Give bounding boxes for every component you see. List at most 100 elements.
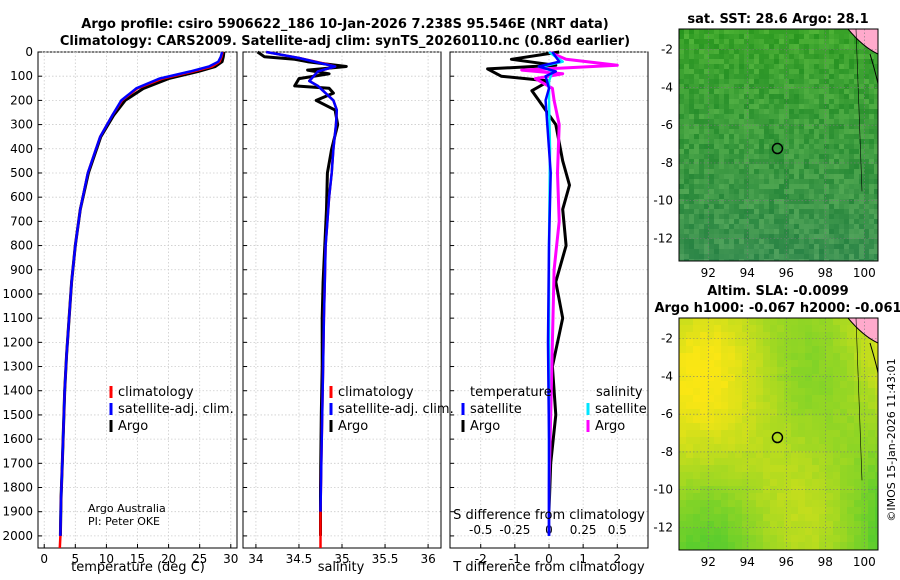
sst-cell xyxy=(839,184,845,190)
sst-cell xyxy=(809,109,815,115)
sla-cell xyxy=(686,542,694,550)
sst-cell xyxy=(844,144,850,150)
sla-cell xyxy=(819,332,827,340)
sst-cell xyxy=(744,134,750,140)
sst-cell xyxy=(689,199,695,205)
sst-cell xyxy=(729,139,735,145)
sst-cell xyxy=(844,89,850,95)
salinity-xtick-label: 34 xyxy=(248,552,263,566)
sst-cell xyxy=(679,124,685,130)
sst-cell xyxy=(794,164,800,170)
sst-cell xyxy=(779,84,785,90)
sst-cell xyxy=(794,259,800,261)
sst-cell xyxy=(859,224,865,230)
sst-cell xyxy=(764,99,770,105)
sla-cell xyxy=(686,360,694,368)
sst-cell xyxy=(849,154,855,160)
sla-cell xyxy=(826,493,834,501)
sla-cell xyxy=(833,353,841,361)
sst-cell xyxy=(704,94,710,100)
sst-map-frame xyxy=(678,28,879,262)
sst-cell xyxy=(749,59,755,65)
sla-cell xyxy=(812,437,820,445)
sst-cell xyxy=(724,239,730,245)
sst-cell xyxy=(784,159,790,165)
sst-cell xyxy=(824,89,830,95)
sst-cell xyxy=(789,189,795,195)
sst-cell xyxy=(839,144,845,150)
sst-cell xyxy=(794,154,800,160)
sst-cell xyxy=(749,124,755,130)
sst-cell xyxy=(754,104,760,110)
sst-cell xyxy=(814,144,820,150)
sst-cell xyxy=(744,189,750,195)
sst-cell xyxy=(739,34,745,40)
sst-cell xyxy=(679,239,685,245)
sst-cell xyxy=(709,74,715,80)
sla-cell xyxy=(742,493,750,501)
sst-cell xyxy=(704,139,710,145)
sla-cell xyxy=(833,367,841,375)
sst-cell xyxy=(794,74,800,80)
sla-cell xyxy=(798,409,806,417)
sst-cell xyxy=(704,29,710,35)
sst-cell xyxy=(729,204,735,210)
sst-cell xyxy=(694,34,700,40)
sla-cell xyxy=(742,444,750,452)
sst-cell xyxy=(824,159,830,165)
sst-cell xyxy=(704,64,710,70)
sst-cell xyxy=(749,199,755,205)
sst-cell xyxy=(724,144,730,150)
sst-cell xyxy=(869,64,875,70)
sst-cell xyxy=(784,164,790,170)
sst-cell xyxy=(709,214,715,220)
sst-cell xyxy=(804,69,810,75)
sla-cell xyxy=(700,535,708,543)
sla-cell xyxy=(805,535,813,543)
sla-cell xyxy=(770,542,778,550)
sla-cell xyxy=(847,416,855,424)
sla-cell xyxy=(700,360,708,368)
sst-cell xyxy=(694,174,700,180)
sst-cell xyxy=(729,179,735,185)
sst-cell xyxy=(689,94,695,100)
sst-cell xyxy=(689,254,695,260)
sst-cell xyxy=(774,229,780,235)
sst-cell xyxy=(864,149,870,155)
sst-cell xyxy=(734,34,740,40)
sst-cell xyxy=(814,194,820,200)
sst-cell xyxy=(739,114,745,120)
sst-cell xyxy=(764,219,770,225)
temperature-xtick-label: 20 xyxy=(161,552,176,566)
sst-cell xyxy=(714,219,720,225)
sla-cell xyxy=(819,318,827,326)
sst-cell xyxy=(834,234,840,240)
sst-cell xyxy=(859,259,865,261)
sst-cell xyxy=(864,169,870,175)
sst-cell xyxy=(789,89,795,95)
sst-cell xyxy=(874,239,878,245)
sst-cell xyxy=(679,159,685,165)
sla-cell xyxy=(714,472,722,480)
sla-cell xyxy=(749,493,757,501)
sla-cell xyxy=(679,528,687,536)
sst-cell xyxy=(724,189,730,195)
sst-cell xyxy=(699,139,705,145)
sst-cell xyxy=(699,114,705,120)
sst-cell xyxy=(844,104,850,110)
sst-cell xyxy=(824,69,830,75)
sla-cell xyxy=(735,353,743,361)
sst-cell xyxy=(779,114,785,120)
sst-cell xyxy=(804,64,810,70)
sst-cell xyxy=(739,229,745,235)
sla-cell xyxy=(819,430,827,438)
sla-cell xyxy=(770,346,778,354)
sla-cell xyxy=(728,325,736,333)
sla-cell xyxy=(840,451,848,459)
sla-cell xyxy=(707,458,715,466)
sst-cell xyxy=(739,109,745,115)
sla-cell xyxy=(833,437,841,445)
sst-cell xyxy=(694,199,700,205)
sst-cell xyxy=(794,84,800,90)
sla-map-ytick-label: -10 xyxy=(653,483,673,497)
